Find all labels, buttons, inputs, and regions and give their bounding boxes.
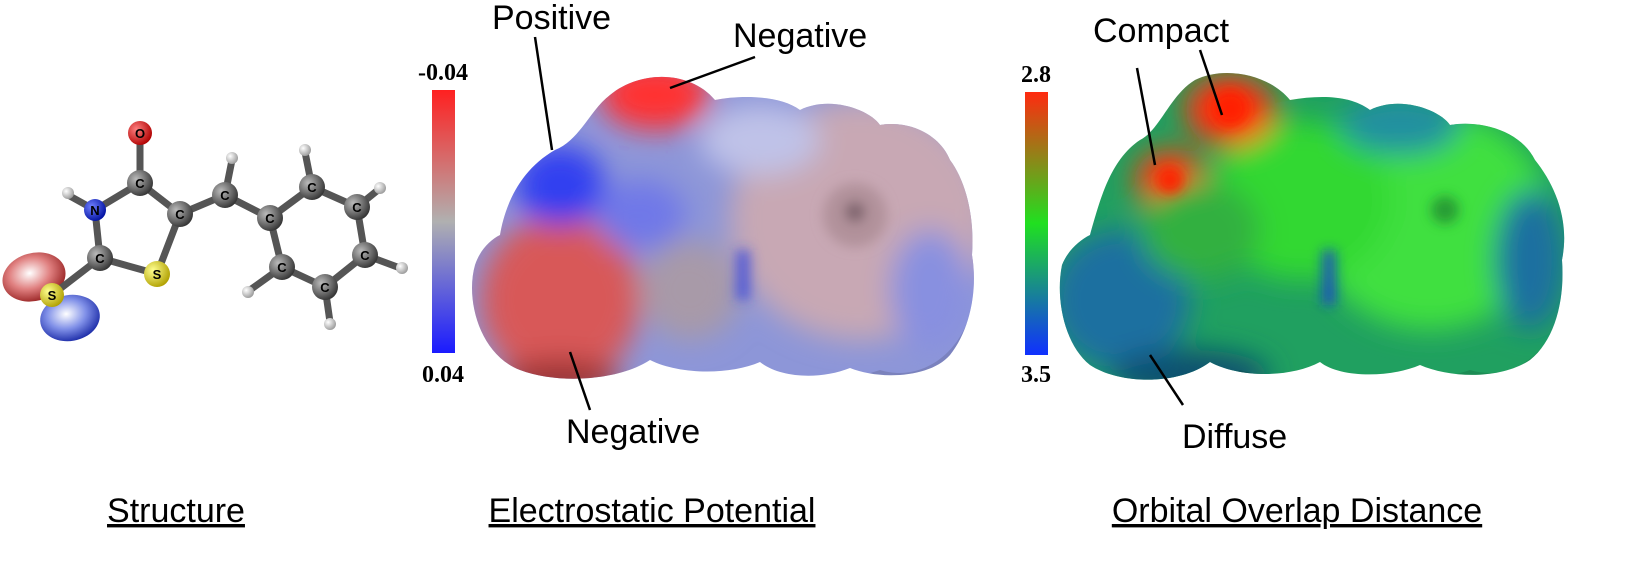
esp-surface bbox=[472, 76, 974, 379]
esp-leader-lines bbox=[533, 36, 756, 411]
esp-color-scale bbox=[432, 90, 455, 353]
svg-text:C: C bbox=[352, 200, 362, 215]
svg-text:N: N bbox=[90, 203, 99, 218]
ood-color-scale bbox=[1025, 92, 1048, 355]
ood-panel: 2.8 3.5 bbox=[1021, 12, 1565, 530]
atom-s1 bbox=[144, 261, 170, 287]
ood-scale-top: 2.8 bbox=[1021, 62, 1051, 88]
ood-surface bbox=[1059, 72, 1565, 380]
atom-c6 bbox=[299, 174, 325, 200]
esp-scale-top: -0.04 bbox=[418, 60, 468, 86]
esp-label-negative-top: Negative bbox=[733, 17, 867, 55]
svg-text:C: C bbox=[307, 180, 317, 195]
esp-scale-bottom: 0.04 bbox=[422, 362, 464, 388]
svg-text:C: C bbox=[220, 188, 230, 203]
atom-c10 bbox=[269, 254, 295, 280]
atom-c2 bbox=[87, 245, 113, 271]
structure-caption: Structure bbox=[107, 492, 245, 530]
atom-n bbox=[84, 199, 106, 221]
esp-label-positive: Positive bbox=[492, 0, 611, 37]
ood-leader-lines bbox=[1135, 49, 1224, 406]
esp-label-negative-bottom: Negative bbox=[566, 413, 700, 451]
svg-text:C: C bbox=[175, 207, 185, 222]
svg-text:O: O bbox=[135, 126, 145, 141]
svg-text:S: S bbox=[48, 288, 57, 303]
ood-label-diffuse: Diffuse bbox=[1182, 418, 1287, 456]
svg-text:C: C bbox=[360, 248, 370, 263]
ood-scale-bottom: 3.5 bbox=[1021, 362, 1051, 388]
svg-text:C: C bbox=[265, 211, 275, 226]
hydrogen-atoms bbox=[62, 144, 408, 330]
atom-c8 bbox=[352, 242, 378, 268]
svg-text:C: C bbox=[135, 176, 145, 191]
esp-panel: -0.04 0.04 bbox=[418, 0, 974, 530]
heavy-atoms: O C N C S S C C C C C C C C bbox=[40, 121, 378, 307]
ood-caption: Orbital Overlap Distance bbox=[1112, 492, 1482, 530]
atom-c4 bbox=[212, 182, 238, 208]
ood-label-compact: Compact bbox=[1093, 12, 1230, 50]
atom-c1 bbox=[127, 170, 153, 196]
esp-caption: Electrostatic Potential bbox=[489, 492, 816, 530]
bonds bbox=[48, 131, 404, 326]
atom-c9 bbox=[312, 274, 338, 300]
atom-c5 bbox=[257, 205, 283, 231]
atom-c3 bbox=[167, 201, 193, 227]
atom-o bbox=[128, 121, 152, 145]
atom-s2 bbox=[40, 283, 64, 307]
atom-c7 bbox=[344, 194, 370, 220]
structure-panel: O C N C S S C C C C C C C C bbox=[2, 121, 408, 530]
svg-text:C: C bbox=[277, 260, 287, 275]
svg-text:C: C bbox=[320, 280, 330, 295]
svg-text:S: S bbox=[153, 267, 162, 282]
svg-text:C: C bbox=[95, 251, 105, 266]
